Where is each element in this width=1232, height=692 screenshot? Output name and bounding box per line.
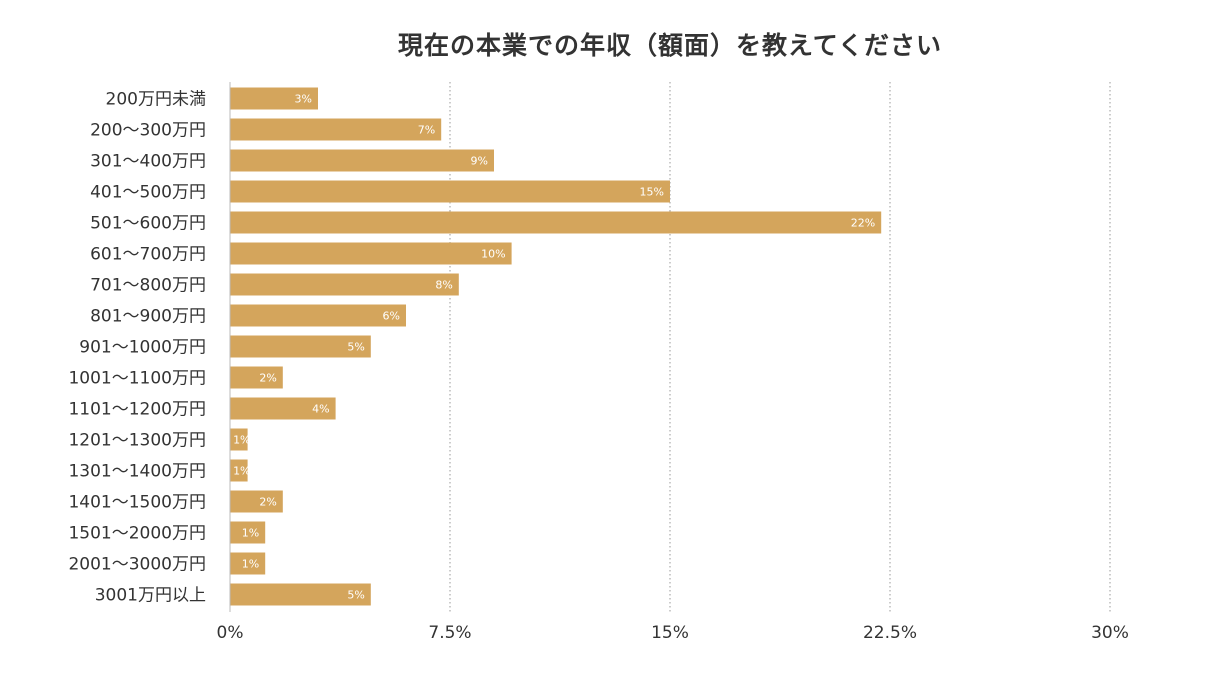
category-label-14: 1501〜2000万円 xyxy=(68,524,206,544)
data-label-2: 9% xyxy=(471,155,488,168)
category-label-11: 1201〜1300万円 xyxy=(68,431,206,451)
data-label-10: 4% xyxy=(312,403,329,416)
bar-13 xyxy=(230,490,283,513)
category-label-1: 200〜300万円 xyxy=(90,121,206,141)
data-label-8: 5% xyxy=(347,341,364,354)
category-label-15: 2001〜3000万円 xyxy=(68,555,206,575)
bar-11 xyxy=(230,428,248,451)
bar-7 xyxy=(230,304,406,327)
bar-6 xyxy=(230,273,459,296)
category-label-4: 501〜600万円 xyxy=(90,214,206,234)
category-label-10: 1101〜1200万円 xyxy=(68,400,206,420)
data-label-9: 2% xyxy=(259,372,276,385)
bar-5 xyxy=(230,242,512,265)
data-label-1: 7% xyxy=(418,124,435,137)
category-label-0: 200万円未満 xyxy=(106,90,206,110)
data-label-6: 8% xyxy=(435,279,452,292)
data-label-0: 3% xyxy=(295,93,312,106)
category-label-13: 1401〜1500万円 xyxy=(68,493,206,513)
data-label-13: 2% xyxy=(259,496,276,509)
category-label-3: 401〜500万円 xyxy=(90,183,206,203)
category-label-8: 901〜1000万円 xyxy=(79,338,206,358)
category-label-2: 301〜400万円 xyxy=(90,152,206,172)
category-label-9: 1001〜1100万円 xyxy=(68,369,206,389)
data-label-5: 10% xyxy=(481,248,505,261)
data-label-15: 1% xyxy=(242,558,259,571)
bar-0 xyxy=(230,87,318,110)
x-tick-label-1: 7.5% xyxy=(428,623,471,643)
bar-8 xyxy=(230,335,371,358)
bar-9 xyxy=(230,366,283,389)
bar-16 xyxy=(230,583,371,606)
category-label-5: 601〜700万円 xyxy=(90,245,206,265)
data-label-16: 5% xyxy=(347,589,364,602)
x-tick-label-3: 22.5% xyxy=(863,623,917,643)
bar-12 xyxy=(230,459,248,482)
bar-3 xyxy=(230,180,670,203)
category-label-16: 3001万円以上 xyxy=(95,586,206,606)
data-label-14: 1% xyxy=(242,527,259,540)
x-tick-label-4: 30% xyxy=(1091,623,1129,643)
data-label-12: 1% xyxy=(233,465,250,478)
bar-14 xyxy=(230,521,266,544)
chart-title: 現在の本業での年収（額面）を教えてください xyxy=(397,31,942,60)
data-label-3: 15% xyxy=(640,186,664,199)
data-label-7: 6% xyxy=(383,310,400,323)
category-label-12: 1301〜1400万円 xyxy=(68,462,206,482)
bar-4 xyxy=(230,211,882,234)
bar-1 xyxy=(230,118,442,141)
data-label-4: 22% xyxy=(851,217,875,230)
bar-2 xyxy=(230,149,494,172)
bar-10 xyxy=(230,397,336,420)
data-label-11: 1% xyxy=(233,434,250,447)
category-label-6: 701〜800万円 xyxy=(90,276,206,296)
category-label-7: 801〜900万円 xyxy=(90,307,206,327)
x-tick-label-0: 0% xyxy=(217,623,244,643)
x-tick-label-2: 15% xyxy=(651,623,689,643)
bar-15 xyxy=(230,552,266,575)
